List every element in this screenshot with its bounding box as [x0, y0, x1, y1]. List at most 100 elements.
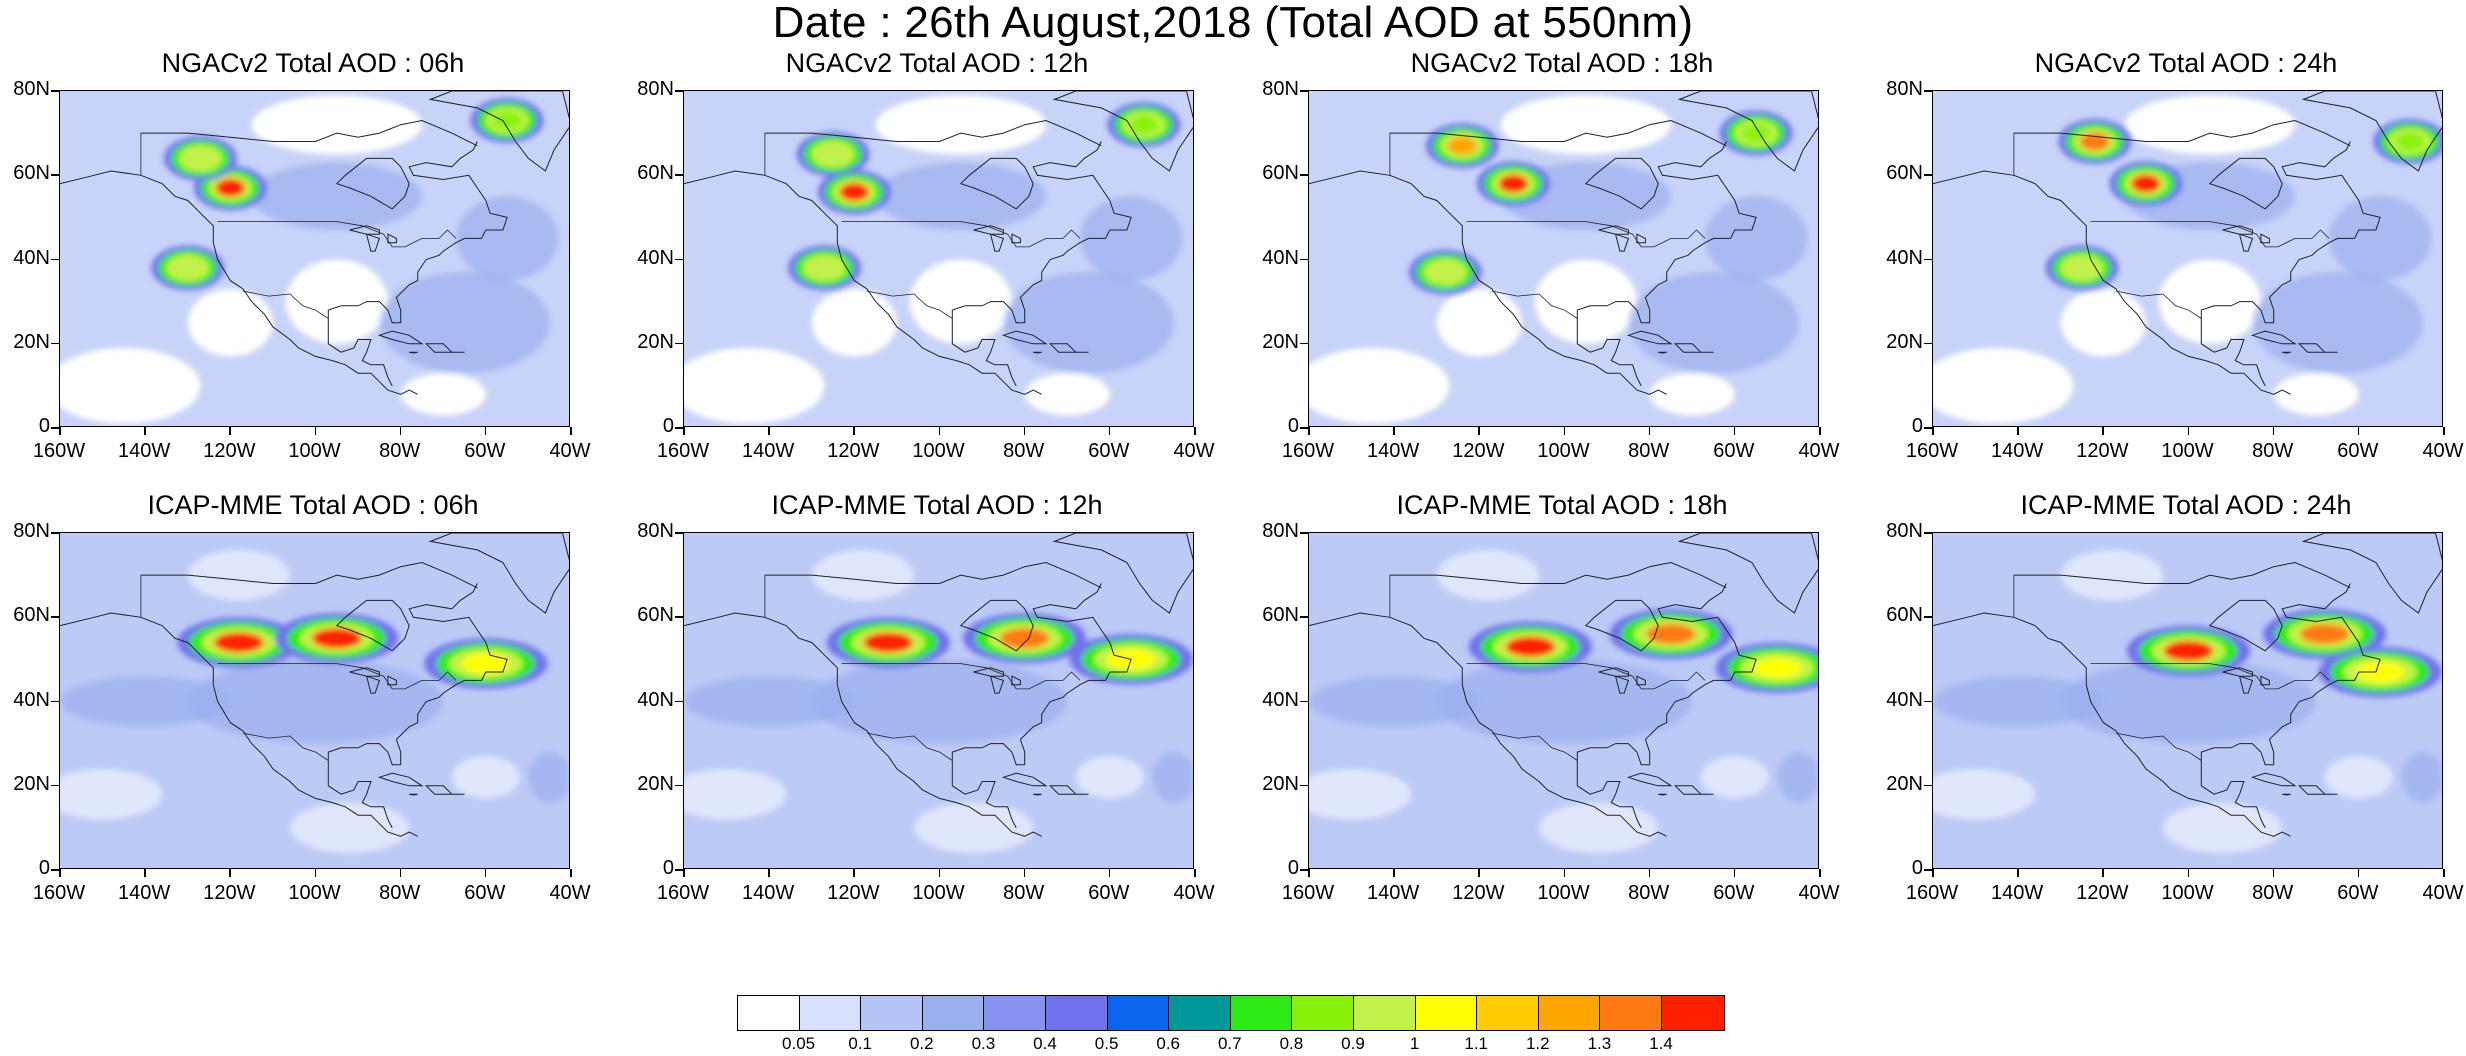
longitude-label: 140W [742, 882, 795, 904]
longitude-label: 80W [1628, 882, 1670, 904]
island-outline [1614, 233, 1630, 252]
colorbar-label: 1.2 [1525, 1034, 1550, 1053]
colorbar-label: 0.7 [1217, 1034, 1242, 1053]
longitude-tick [229, 427, 231, 435]
moderate-aod-region [2252, 272, 2423, 374]
smoke-plume [312, 628, 362, 649]
longitude-tick [1819, 427, 1821, 435]
latitude-label: 40N [1886, 688, 1923, 711]
latitude-tick [51, 174, 59, 176]
longitude-tick [2357, 427, 2360, 435]
panel-title: NGACv2 Total AOD : 18h [1410, 48, 1714, 78]
longitude-label: 120W [827, 882, 880, 904]
latitude-label: 20N [13, 772, 50, 795]
coastlines [60, 91, 569, 395]
low-aod-region [2324, 756, 2393, 799]
colorbar-swatch [1169, 996, 1231, 1030]
longitude-tick [570, 869, 572, 877]
longitude-tick [59, 427, 61, 435]
coastline [335, 157, 410, 210]
island-outline [2250, 330, 2297, 345]
latitude-tick [675, 174, 683, 176]
longitude-tick [1733, 869, 1736, 877]
coastlines [1933, 533, 2442, 837]
coastline [428, 91, 569, 172]
low-aod-region [289, 802, 410, 854]
island-outline [1626, 330, 1673, 345]
moderate-aod-region [1628, 272, 1799, 374]
latitude-tick [51, 700, 59, 702]
low-aod-region [1309, 768, 1412, 820]
smoke-plume [1498, 174, 1528, 193]
latitude-label: 40N [1262, 246, 1299, 269]
latitude-label: 40N [637, 246, 674, 269]
coastline [327, 583, 508, 766]
moderate-aod-region [1309, 676, 1480, 727]
island-outline [989, 233, 1005, 252]
latitude-tick [51, 532, 59, 534]
latitude-tick [51, 342, 59, 345]
coastline [951, 583, 1132, 766]
low-aod-region [1024, 373, 1110, 416]
coastline [1933, 612, 2291, 837]
low-aod-region [2162, 802, 2283, 854]
latitude-label: 80N [1262, 520, 1299, 542]
longitude-tick [1563, 869, 1565, 877]
moderate-aod-region [528, 752, 569, 803]
moderate-aod-region [251, 162, 422, 231]
aod-map [683, 90, 1194, 427]
latitude-label: 0 [1287, 415, 1299, 437]
country-border [1466, 663, 1706, 690]
latitude-label: 60N [1886, 162, 1923, 185]
island-outline [1658, 793, 1667, 796]
map-panel: ICAP-MME Total AOD : 24h 80N 60N 40N 20N 0 160… [1873, 490, 2466, 940]
longitude-label: 100W [912, 440, 965, 462]
low-aod-region [1436, 549, 1539, 601]
latitude-tick [1300, 532, 1308, 534]
low-aod-region [909, 259, 1012, 344]
longitude-label: 140W [118, 882, 171, 904]
smoke-plume [2300, 624, 2350, 645]
longitude-tick [144, 869, 146, 877]
longitude-tick [1733, 427, 1736, 435]
longitude-tick [853, 869, 855, 877]
moderate-aod-region [684, 676, 855, 727]
island-outline [365, 233, 381, 252]
colorbar-label: 0.5 [1094, 1034, 1119, 1053]
latitude-tick [51, 616, 59, 618]
longitude-tick [1819, 869, 1821, 877]
latitude-label: 0 [1911, 857, 1923, 879]
longitude-tick [1393, 427, 1395, 435]
longitude-label: 40W [1173, 440, 1215, 462]
longitude-label: 40W [1798, 882, 1840, 904]
longitude-tick [1648, 869, 1651, 877]
low-aod-region [1538, 802, 1659, 854]
country-border [243, 732, 329, 761]
longitude-tick [1308, 869, 1310, 877]
map-panel: NGACv2 Total AOD : 18h 80N 60N 40N 20N 0 160W 1… [1249, 48, 1875, 498]
island-outline [1033, 793, 1042, 796]
page-title: Date : 26th August,2018 (Total AOD at 55… [772, 0, 1694, 47]
latitude-label: 20N [1262, 772, 1299, 795]
colorbar-label: 0.3 [971, 1034, 996, 1053]
panel-title: NGACv2 Total AOD : 24h [2034, 48, 2338, 78]
latitude-label: 80N [637, 520, 674, 542]
coastline [2200, 760, 2266, 829]
latitude-label: 0 [38, 857, 50, 879]
panel-title: ICAP-MME Total AOD : 18h [1396, 490, 1728, 520]
latitude-label: 0 [1911, 415, 1923, 437]
colorbar-swatch [922, 996, 985, 1030]
coastline [327, 141, 508, 324]
island-outline [365, 675, 381, 694]
smoke-plume [492, 111, 522, 130]
longitude-tick [229, 869, 231, 877]
colorbar-label: 0.4 [1033, 1034, 1057, 1053]
country-border [2116, 290, 2202, 319]
low-aod-region [2060, 288, 2146, 357]
latitude-label: 0 [662, 415, 674, 437]
map-panel: ICAP-MME Total AOD : 18h 80N 60N 40N 20N 0 160… [1249, 490, 1875, 940]
latitude-label: 80N [1886, 78, 1923, 100]
coastline [959, 157, 1034, 210]
longitude-tick [2102, 427, 2104, 435]
low-aod-region [60, 768, 163, 820]
